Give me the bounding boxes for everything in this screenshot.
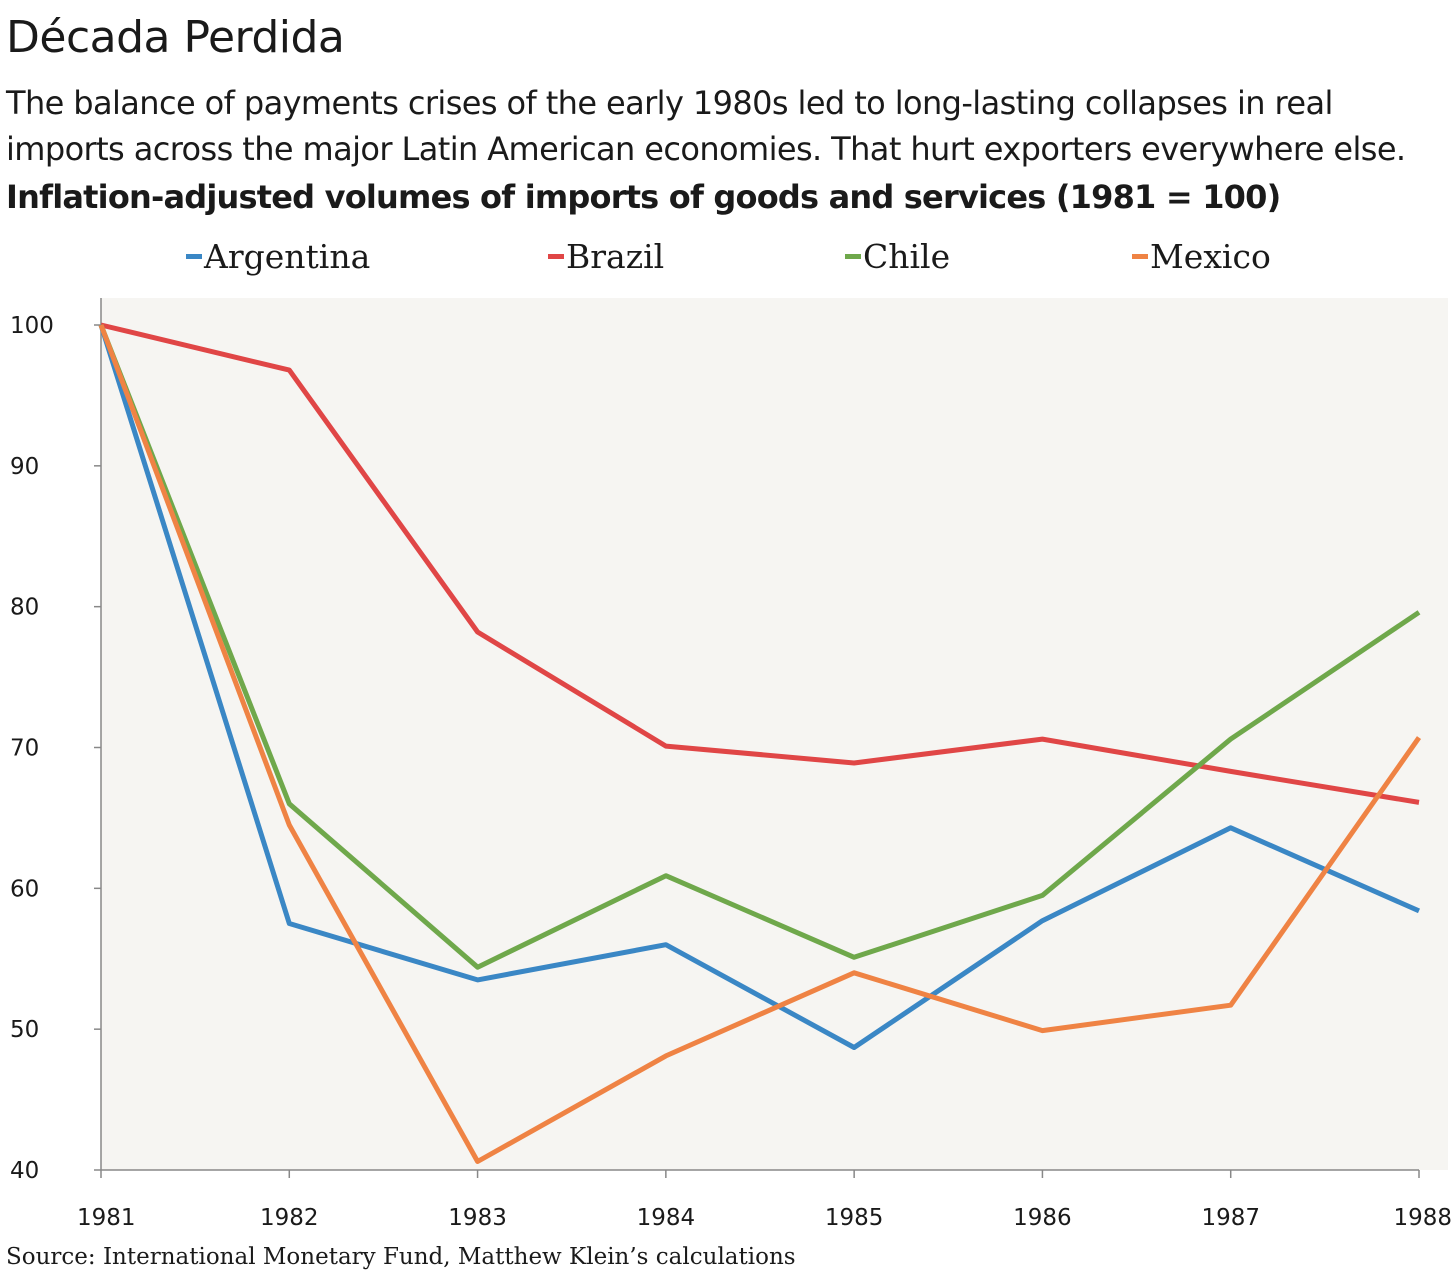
x-tick-label: 1982 — [260, 1205, 319, 1231]
legend-swatch-argentina — [186, 253, 202, 259]
legend-swatch-brazil — [548, 253, 564, 259]
y-tick-label: 90 — [10, 454, 39, 480]
legend-item-brazil: Brazil — [548, 234, 664, 278]
x-tick-label: 1988 — [1393, 1205, 1452, 1231]
legend-label-argentina: Argentina — [204, 236, 371, 276]
series-line-argentina — [98, 324, 1421, 1050]
legend-item-argentina: Argentina — [186, 234, 370, 278]
x-tick-label: 1987 — [1201, 1205, 1260, 1231]
subtitle-line-1: The balance of payments crises of the ea… — [6, 84, 1333, 122]
y-tick-label: 50 — [10, 1017, 39, 1043]
legend-swatch-chile — [845, 253, 861, 259]
x-tick-label: 1985 — [825, 1205, 884, 1231]
legend-label-mexico: Mexico — [1150, 236, 1271, 276]
legend-item-chile: Chile — [845, 234, 950, 278]
legend-item-mexico: Mexico — [1132, 234, 1271, 278]
legend-label-brazil: Brazil — [566, 236, 665, 276]
series-layer — [98, 322, 1422, 1164]
chart-axis-title: Inflation-adjusted volumes of imports of… — [6, 178, 1281, 216]
subtitle-line-2: imports across the major Latin American … — [6, 130, 1406, 168]
y-tick-label: 40 — [10, 1158, 39, 1184]
x-tick-label: 1986 — [1013, 1205, 1072, 1231]
series-line-chile — [98, 324, 1421, 970]
y-tick-label: 100 — [10, 313, 54, 339]
y-tick-label: 70 — [10, 736, 39, 762]
y-tick-label: 80 — [10, 595, 39, 621]
series-line-mexico — [98, 324, 1422, 1164]
y-tick-label: 60 — [10, 876, 39, 902]
chart-title-heading: Década Perdida — [6, 12, 345, 63]
x-tick-label: 1983 — [448, 1205, 507, 1231]
source-note: Source: International Monetary Fund, Mat… — [6, 1244, 796, 1270]
legend-swatch-mexico — [1132, 253, 1148, 259]
legend-label-chile: Chile — [863, 236, 951, 276]
plot-background — [101, 298, 1448, 1170]
chart-subtitle: The balance of payments crises of the ea… — [6, 80, 1446, 172]
x-tick-label: 1981 — [77, 1205, 136, 1231]
axes: 40 50 60 70 80 90 100 1981 1982 1983 1984 1985 1986 1… — [10, 298, 1452, 1231]
x-tick-label: 1984 — [637, 1205, 696, 1231]
